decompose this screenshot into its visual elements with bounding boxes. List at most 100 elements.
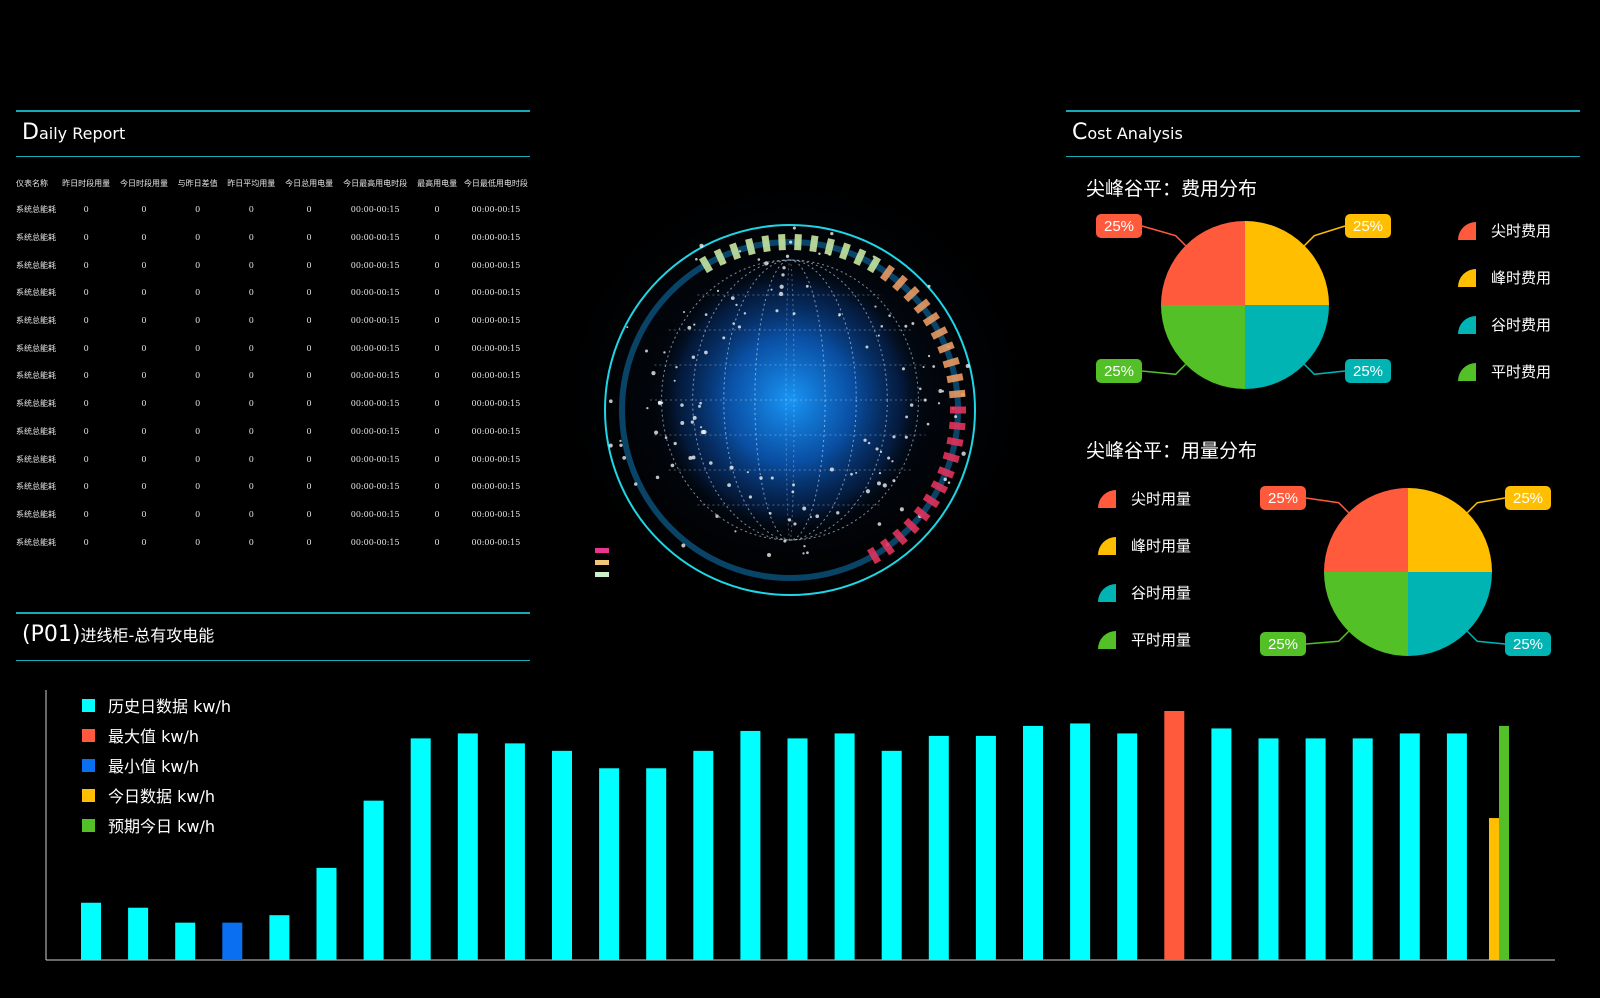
gauge-segment: [794, 234, 802, 251]
globe-particle: [922, 365, 925, 369]
history-bar: [1070, 723, 1091, 960]
table-cell: 0: [141, 371, 147, 381]
table-cell: 0: [195, 260, 201, 270]
table-cell: 00:00-00:15: [471, 233, 521, 243]
globe-legend-swatch: [595, 572, 609, 577]
pie-slice: [1408, 572, 1492, 656]
globe-particle: [904, 435, 908, 439]
globe-particle: [785, 254, 790, 259]
globe-particle: [802, 552, 805, 555]
globe-particle: [789, 240, 793, 244]
table-cell: 0: [434, 260, 440, 270]
globe-particle: [888, 314, 891, 317]
history-bar: [504, 743, 525, 960]
table-cell: 0: [195, 509, 201, 519]
globe-particle: [792, 226, 796, 230]
history-bar: [1446, 733, 1467, 960]
table-cell: 系统总能耗: [16, 509, 56, 519]
table-cell: 00:00-00:15: [471, 426, 521, 436]
cost-analysis-header: Cost Analysis: [1066, 110, 1580, 157]
table-cell: 0: [248, 288, 254, 298]
globe-particle: [664, 436, 668, 439]
legend-item: 平时用量: [1097, 629, 1191, 650]
gauge-segment: [892, 528, 908, 546]
table-cell: 0: [141, 233, 147, 243]
table-cell: 0: [306, 371, 312, 381]
table-cell: 00:00-00:15: [350, 426, 400, 436]
table-cell: 00:00-00:15: [350, 399, 400, 409]
globe-particle: [738, 250, 742, 253]
legend-label: 峰时费用: [1491, 269, 1552, 287]
table-cell: 0: [434, 482, 440, 492]
globe-particle: [899, 507, 904, 512]
history-bar: [81, 902, 101, 960]
gauge-segment: [946, 373, 964, 384]
gauge-segment: [824, 238, 835, 256]
legend-item: 尖时用量: [1097, 488, 1191, 509]
table-cell: 系统总能耗: [16, 426, 56, 436]
pie-slice: [1245, 305, 1329, 389]
globe-particle: [901, 367, 905, 371]
pie-slice: [1408, 488, 1492, 572]
table-row: 系统总能耗 0 0 0 0 0 00:00-00:15 0 00:00-00:15: [16, 196, 530, 224]
globe-particle: [793, 522, 797, 526]
gauge-segment: [922, 311, 940, 327]
table-cell: 00:00-00:15: [471, 509, 521, 519]
gauge-segment: [930, 480, 949, 494]
globe-particle: [802, 506, 807, 511]
table-cell: 00:00-00:15: [350, 509, 400, 519]
pie-percent-label: 25%: [1513, 490, 1543, 507]
gauge-segment: [698, 255, 714, 274]
column-header: 最高用电量: [417, 178, 458, 188]
legend-label: 谷时费用: [1491, 316, 1552, 334]
table-cell: 0: [434, 288, 440, 298]
pie-slice: [1245, 221, 1329, 305]
table-cell: 系统总能耗: [16, 343, 56, 353]
legend-item: 尖时费用: [1457, 220, 1551, 241]
table-cell: 0: [248, 537, 254, 547]
gauge-segment: [879, 264, 895, 282]
globe-particle: [645, 349, 648, 353]
globe-particle: [818, 252, 821, 255]
legend-swatch: [82, 758, 95, 772]
legend-label: 历史日数据 kw/h: [108, 697, 231, 716]
globe-particle: [768, 512, 772, 515]
table-cell: 0: [434, 399, 440, 409]
table-cell: 0: [248, 343, 254, 353]
globe-particle: [680, 421, 685, 425]
history-bar: [410, 738, 431, 960]
globe-particle: [836, 511, 840, 515]
gauge-segment: [942, 451, 960, 463]
legend-swatch: [82, 788, 95, 802]
globe-particle: [770, 476, 774, 480]
legend-label: 尖时用量: [1131, 490, 1192, 508]
globe-particle: [855, 471, 858, 474]
pie-percent-label-bg: [1260, 632, 1306, 656]
table-cell: 0: [306, 316, 312, 326]
globe-particle: [779, 284, 784, 289]
column-header: 昨日时段用量: [62, 178, 111, 188]
table-row: 系统总能耗 0 0 0 0 0 00:00-00:15 0 00:00-00:15: [16, 224, 530, 252]
table-cell: 0: [83, 343, 89, 353]
pie-percent-label-bg: [1096, 214, 1142, 238]
table-cell: 0: [306, 205, 312, 215]
globe-particle: [932, 365, 936, 368]
cost-pie-title: 尖峰谷平：费用分布: [1086, 178, 1258, 200]
globe-particle: [608, 443, 613, 448]
pie-slice: [1324, 488, 1408, 572]
table-cell: 0: [83, 399, 89, 409]
gauge-segment: [839, 242, 851, 260]
globe-particle: [891, 460, 894, 463]
table-cell: 00:00-00:15: [471, 371, 521, 381]
predicted-bar: [1499, 725, 1509, 960]
table-cell: 00:00-00:15: [471, 260, 521, 270]
gauge-segment: [729, 242, 741, 260]
gauge-segment: [903, 286, 920, 303]
legend-swatch-icon: [1098, 536, 1116, 555]
globe-particle: [716, 289, 720, 292]
globe-particle: [757, 258, 761, 261]
table-row: 系统总能耗 0 0 0 0 0 00:00-00:15 0 00:00-00:15: [16, 334, 530, 362]
globe-particle: [954, 415, 958, 419]
history-bar: [740, 730, 761, 960]
pie-leader-line: [1141, 363, 1187, 376]
